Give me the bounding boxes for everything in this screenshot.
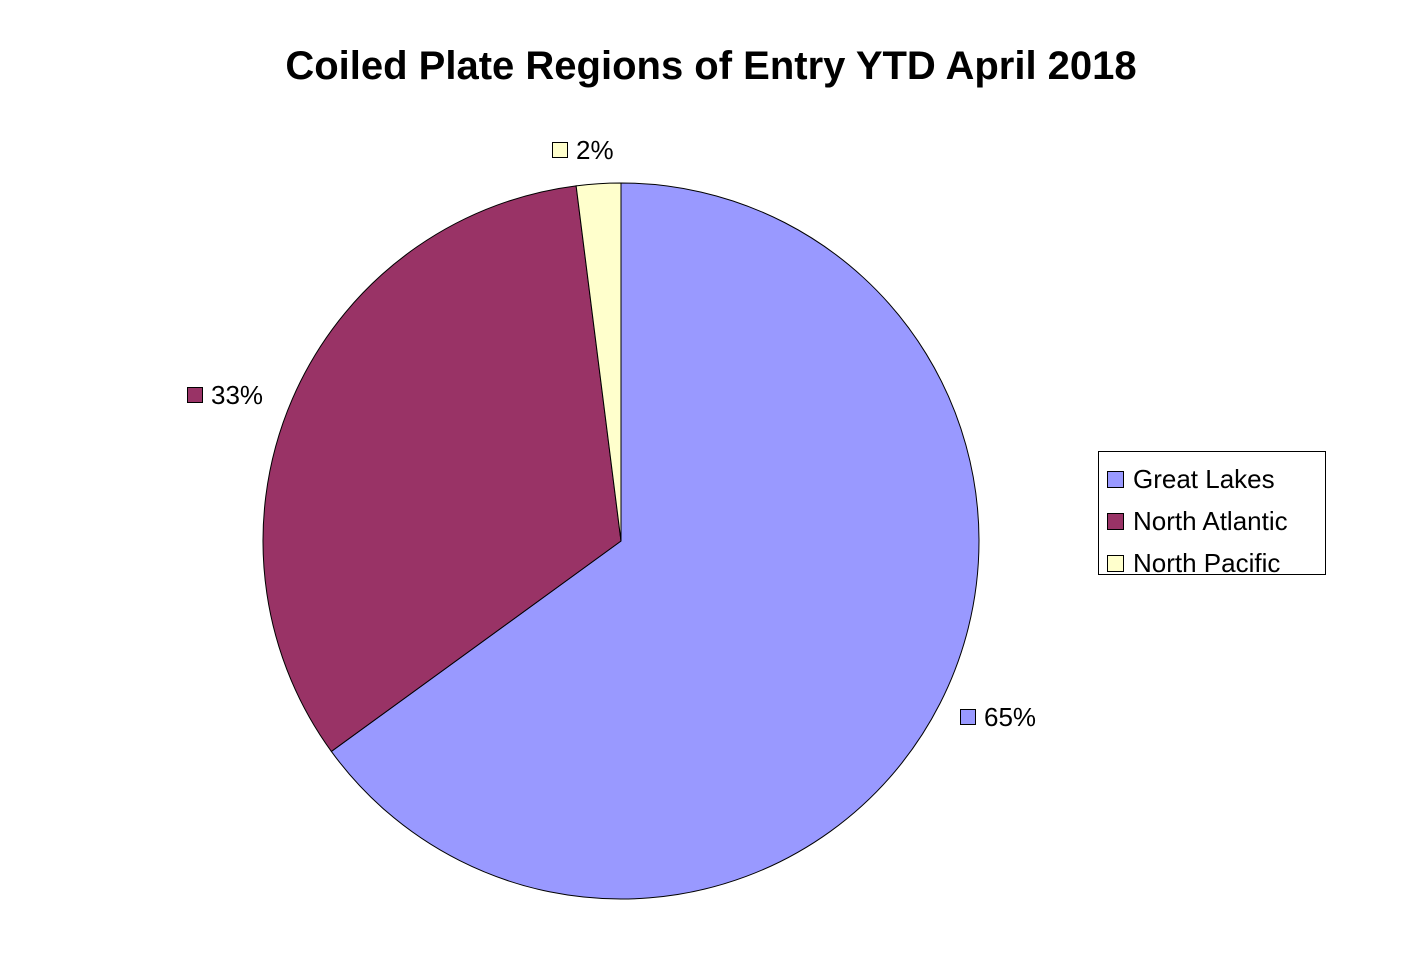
legend-label-great-lakes: Great Lakes [1133, 463, 1275, 494]
legend-item-great-lakes: Great Lakes [1107, 458, 1325, 500]
legend-label-north-atlantic: North Atlantic [1133, 505, 1288, 536]
chart-legend: Great Lakes North Atlantic North Pacific [1098, 451, 1326, 578]
data-label-key-north-atlantic [187, 387, 203, 403]
data-label-key-north-pacific [552, 142, 568, 158]
data-label-text-great-lakes: 65% [984, 702, 1037, 732]
data-label-text-north-atlantic: 33% [211, 380, 264, 410]
chart-title: Coiled Plate Regions of Entry YTD April … [285, 44, 1137, 88]
data-label-north-atlantic: 33% [187, 380, 263, 410]
legend-swatch-great-lakes [1107, 470, 1124, 488]
pie-slice-north-pacific [575, 182, 622, 542]
legend-swatch-north-pacific [1107, 554, 1124, 572]
data-label-text-north-pacific: 2% [576, 135, 614, 165]
data-label-key-great-lakes [960, 709, 976, 725]
data-label-great-lakes: 65% [960, 702, 1036, 732]
legend-item-north-pacific: North Pacific [1107, 542, 1325, 584]
legend-item-north-atlantic: North Atlantic [1107, 500, 1325, 542]
legend-swatch-north-atlantic [1107, 512, 1124, 530]
pie-slices [262, 182, 980, 900]
pie-slice-great-lakes [330, 182, 980, 900]
pie-slice-north-atlantic [262, 185, 622, 753]
legend-label-north-pacific: North Pacific [1133, 547, 1281, 578]
data-label-north-pacific: 2% [552, 135, 614, 165]
